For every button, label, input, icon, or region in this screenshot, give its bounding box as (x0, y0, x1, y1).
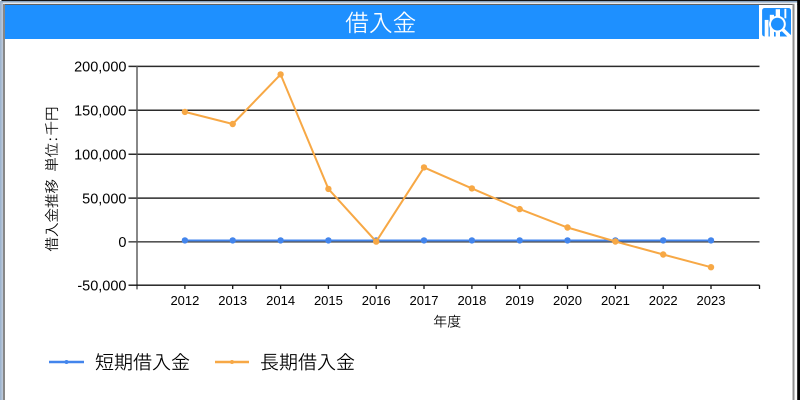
svg-text:2020: 2020 (553, 293, 582, 308)
svg-text:2022: 2022 (649, 293, 678, 308)
svg-text:2017: 2017 (410, 293, 439, 308)
svg-text:100,000: 100,000 (74, 147, 126, 163)
svg-text:2016: 2016 (362, 293, 391, 308)
svg-text:2013: 2013 (218, 293, 247, 308)
svg-text:2021: 2021 (601, 293, 630, 308)
svg-text:2019: 2019 (505, 293, 534, 308)
svg-text:-50,000: -50,000 (77, 278, 126, 294)
svg-text:2018: 2018 (457, 293, 486, 308)
svg-text:2012: 2012 (170, 293, 199, 308)
svg-text:50,000: 50,000 (82, 191, 126, 207)
svg-text:2023: 2023 (697, 293, 726, 308)
svg-text:200,000: 200,000 (74, 60, 126, 76)
svg-text:150,000: 150,000 (74, 104, 126, 120)
svg-text:2014: 2014 (266, 293, 295, 308)
svg-text:0: 0 (118, 235, 126, 251)
svg-text:2015: 2015 (314, 293, 343, 308)
